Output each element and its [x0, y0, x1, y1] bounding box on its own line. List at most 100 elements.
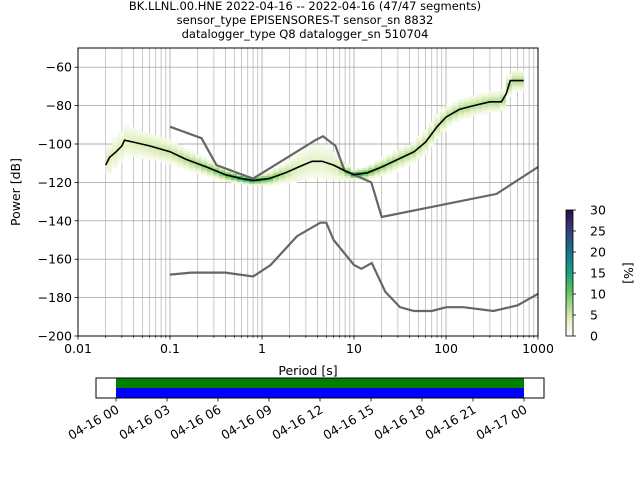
- histogram-cell: [117, 160, 124, 163]
- histogram-cell: [320, 169, 327, 173]
- colorbar-segment: [566, 285, 573, 288]
- histogram-cell: [386, 156, 393, 159]
- histogram-cell: [446, 120, 453, 123]
- histogram-cell: [314, 146, 321, 149]
- histogram-cell: [374, 173, 381, 176]
- histogram-cell: [320, 150, 327, 153]
- histogram-cell: [111, 148, 118, 151]
- colorbar-segment: [566, 226, 573, 230]
- histogram-cell: [249, 183, 256, 186]
- histogram-cell: [272, 169, 280, 173]
- histogram-cell: [469, 108, 477, 111]
- histogram-cell: [434, 121, 441, 125]
- histogram-cell: [464, 116, 471, 119]
- histogram-cell: [434, 120, 441, 123]
- histogram-cell: [481, 112, 489, 115]
- histogram-cell: [260, 179, 268, 182]
- histogram-cell: [165, 144, 172, 148]
- histogram-cell: [159, 144, 166, 148]
- histogram-cell: [183, 152, 190, 155]
- histogram-cell: [290, 169, 298, 173]
- histogram-cell: [302, 168, 310, 171]
- histogram-cell: [440, 108, 447, 111]
- histogram-cell: [153, 135, 160, 138]
- histogram-cell: [392, 164, 399, 167]
- histogram-cell: [153, 141, 160, 144]
- histogram-cell: [458, 102, 465, 105]
- colorbar-segment: [566, 260, 573, 263]
- histogram-cell: [481, 93, 489, 96]
- histogram-cell: [111, 166, 118, 169]
- histogram-cell: [213, 166, 220, 169]
- noise-model-high-line: [169, 125, 539, 219]
- histogram-cell: [487, 102, 495, 105]
- histogram-cell: [147, 152, 154, 155]
- histogram-cell: [452, 108, 459, 111]
- histogram-cell: [362, 168, 369, 171]
- histogram-cell: [475, 112, 483, 115]
- histogram-cell: [511, 75, 519, 78]
- histogram-cell: [320, 146, 327, 149]
- histogram-cell: [201, 164, 208, 167]
- histogram-cell: [183, 162, 190, 165]
- histogram-cell: [266, 181, 274, 184]
- histogram-cell: [368, 173, 375, 176]
- histogram-cell: [320, 171, 327, 174]
- histogram-cell: [266, 173, 274, 176]
- histogram-cell: [308, 168, 316, 171]
- histogram-cell: [446, 108, 453, 111]
- histogram-cell: [105, 160, 112, 163]
- histogram-cell: [332, 168, 339, 171]
- histogram-cell: [225, 179, 232, 182]
- histogram-cell: [195, 154, 202, 157]
- colorbar-segment: [566, 252, 573, 255]
- histogram-cell: [284, 173, 292, 176]
- histogram-cell: [434, 123, 441, 126]
- histogram-cell: [475, 104, 483, 107]
- histogram-cell: [404, 152, 411, 155]
- histogram-cell: [141, 146, 148, 149]
- histogram-cell: [344, 175, 351, 178]
- colorbar-segment: [566, 315, 573, 318]
- histogram-cell: [398, 166, 405, 169]
- histogram-cell: [278, 181, 286, 184]
- histogram-cell: [129, 154, 136, 157]
- histogram-cell: [380, 158, 387, 161]
- y-axis-label: Power [dB]: [8, 158, 23, 226]
- histogram-cell: [487, 98, 495, 101]
- y-tick-label: −160: [38, 252, 72, 267]
- histogram-cell: [326, 152, 333, 155]
- histogram-cell: [177, 162, 184, 165]
- histogram-cell: [284, 171, 292, 174]
- histogram-cell: [511, 73, 519, 77]
- histogram-cell: [135, 154, 142, 157]
- colorbar-segment: [566, 256, 573, 259]
- histogram-cell: [141, 133, 148, 136]
- time-tick-label: 04-16 18: [371, 402, 427, 443]
- histogram-cell: [123, 137, 130, 140]
- histogram-cell: [177, 160, 184, 163]
- histogram-cell: [183, 156, 190, 159]
- histogram-cell: [428, 131, 435, 134]
- histogram-cell: [201, 168, 208, 171]
- time-tick-label: 04-16 15: [320, 402, 376, 443]
- histogram-cell: [314, 156, 321, 159]
- histogram-cell: [434, 114, 441, 117]
- histogram-cell: [326, 160, 333, 163]
- histogram-cell: [189, 169, 196, 173]
- histogram-cell: [386, 164, 393, 167]
- histogram-cell: [183, 148, 190, 151]
- histogram-cell: [505, 77, 513, 80]
- histogram-cell: [147, 154, 154, 157]
- histogram-cell: [434, 129, 441, 132]
- colorbar-tick-label: 30: [590, 203, 606, 218]
- histogram-cell: [111, 164, 118, 167]
- histogram-cell: [422, 137, 429, 140]
- colorbar-segment: [566, 275, 573, 278]
- histogram-cell: [123, 152, 130, 155]
- x-tick-label: 0.01: [64, 341, 92, 356]
- histogram-cell: [272, 183, 280, 186]
- histogram-cell: [195, 166, 202, 169]
- histogram-cell: [147, 143, 154, 146]
- histogram-cell: [105, 148, 112, 151]
